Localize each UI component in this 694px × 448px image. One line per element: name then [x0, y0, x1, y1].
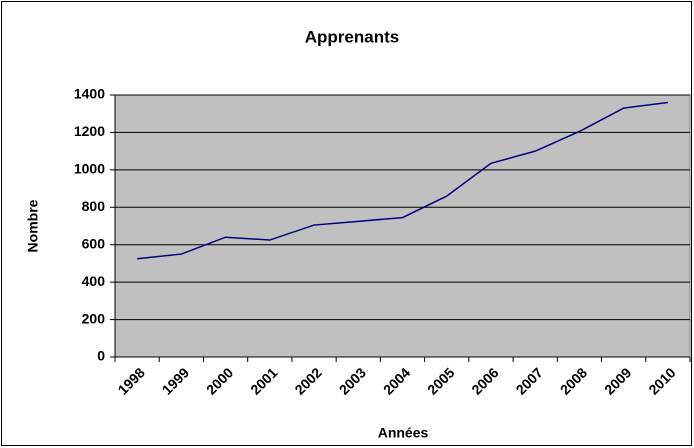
y-tick-label: 200: [82, 310, 106, 326]
y-tick-label: 600: [82, 235, 106, 251]
y-tick-label: 1000: [74, 161, 105, 177]
data-line: [137, 101, 668, 260]
chart-title: Apprenants: [305, 27, 399, 46]
x-axis-label: Années: [378, 425, 429, 441]
y-tick-label: 1400: [74, 86, 105, 102]
y-tick-label: 400: [82, 273, 106, 289]
y-tick-label: 0: [97, 348, 105, 364]
plot-area: [114, 94, 691, 358]
y-tick-label: 800: [82, 198, 106, 214]
y-axis-label: Nombre: [25, 199, 41, 252]
y-tick-label: 1200: [74, 123, 105, 139]
